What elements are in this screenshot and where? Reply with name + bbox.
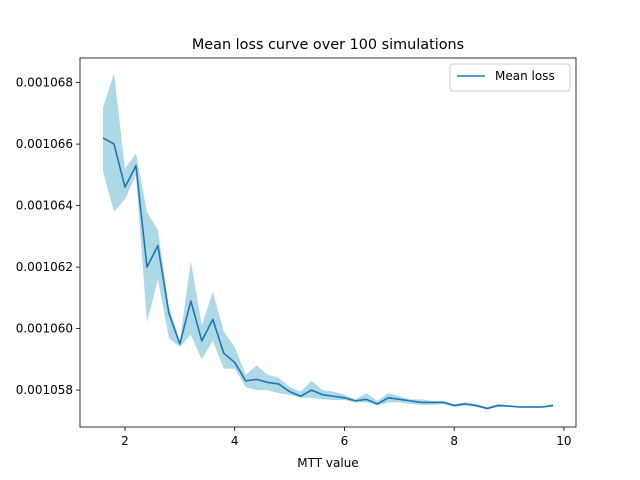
x-tick-label: 4 xyxy=(231,434,239,448)
axes-frame xyxy=(79,57,577,428)
x-tick-label: 8 xyxy=(450,434,458,448)
y-tick-label: 0.001064 xyxy=(16,199,73,213)
y-tick-label: 0.001060 xyxy=(16,322,73,336)
x-tick-label: 2 xyxy=(121,434,129,448)
y-tick-label: 0.001058 xyxy=(16,383,73,397)
plot-area xyxy=(102,73,554,410)
legend: Mean loss xyxy=(449,63,571,92)
legend-label-mean-loss: Mean loss xyxy=(495,69,555,83)
y-tick-label: 0.001066 xyxy=(16,137,73,151)
chart-title: Mean loss curve over 100 simulations xyxy=(192,37,464,53)
confidence-band xyxy=(103,73,553,410)
legend-box xyxy=(449,63,571,92)
x-tick-label: 6 xyxy=(341,434,349,448)
x-axis-label: MTT value xyxy=(297,456,358,470)
x-tick-label: 10 xyxy=(556,434,571,448)
y-tick-label: 0.001062 xyxy=(16,260,73,274)
axes: 2 4 6 8 10 0.001058 0.001060 0.001062 0.001064 0.… xyxy=(16,57,577,448)
series-line-mean-loss xyxy=(102,137,554,410)
y-tick-label: 0.001068 xyxy=(16,76,73,90)
